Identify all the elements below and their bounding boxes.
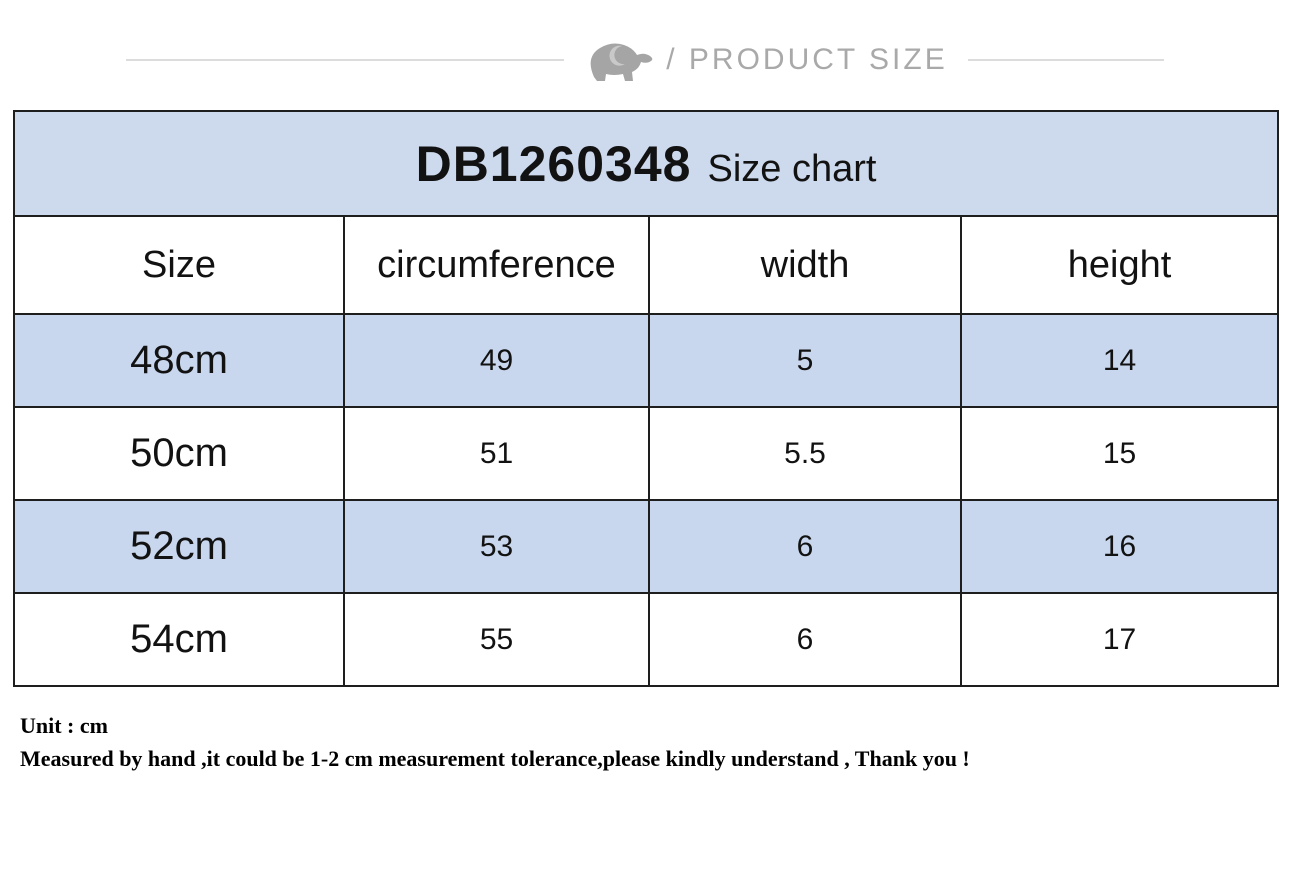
table-row: 50cm 51 5.5 15 bbox=[13, 406, 1280, 501]
cell-circumference: 53 bbox=[343, 499, 650, 594]
table-row: 52cm 53 6 16 bbox=[13, 499, 1280, 594]
cell-circumference: 51 bbox=[343, 406, 650, 501]
model-number: DB1260348 bbox=[415, 135, 692, 192]
table-title-cell: DB1260348 Size chart bbox=[12, 110, 1280, 217]
cell-size: 52cm bbox=[13, 499, 345, 594]
cell-circumference: 55 bbox=[343, 592, 650, 687]
cell-width: 5 bbox=[648, 313, 962, 408]
table-row: 54cm 55 6 17 bbox=[13, 592, 1280, 687]
cell-size: 50cm bbox=[13, 406, 345, 501]
banner-right-divider bbox=[967, 59, 1164, 61]
cell-height: 15 bbox=[959, 406, 1280, 501]
col-header-size: Size bbox=[13, 215, 345, 315]
col-header-width: width bbox=[648, 215, 962, 315]
elephant-icon bbox=[582, 33, 656, 88]
banner-label: / PRODUCT SIZE bbox=[666, 43, 948, 76]
cell-size: 54cm bbox=[13, 592, 345, 687]
table-title-row: DB1260348 Size chart bbox=[12, 110, 1280, 217]
product-size-banner: / PRODUCT SIZE bbox=[0, 36, 1290, 84]
tolerance-note: Measured by hand ,it could be 1-2 cm mea… bbox=[20, 746, 970, 771]
size-table: DB1260348 Size chart Size circumference w… bbox=[12, 110, 1280, 687]
col-header-circumference: circumference bbox=[343, 215, 650, 315]
unit-note: Unit : cm bbox=[20, 713, 108, 738]
table-header-row: Size circumference width height bbox=[13, 215, 1280, 315]
cell-size: 48cm bbox=[13, 313, 345, 408]
table-row: 48cm 49 5 14 bbox=[13, 313, 1280, 408]
cell-circumference: 49 bbox=[343, 313, 650, 408]
cell-width: 6 bbox=[648, 592, 962, 687]
cell-width: 5.5 bbox=[648, 406, 962, 501]
col-header-height: height bbox=[959, 215, 1280, 315]
size-chart: DB1260348 Size chart Size circumference w… bbox=[12, 110, 1280, 687]
cell-height: 17 bbox=[959, 592, 1280, 687]
banner-left-divider bbox=[126, 59, 565, 61]
footnotes: Unit : cm Measured by hand ,it could be … bbox=[20, 709, 1290, 775]
cell-width: 6 bbox=[648, 499, 962, 594]
cell-height: 16 bbox=[959, 499, 1280, 594]
cell-height: 14 bbox=[959, 313, 1280, 408]
table-title-text: Size chart bbox=[707, 147, 877, 190]
